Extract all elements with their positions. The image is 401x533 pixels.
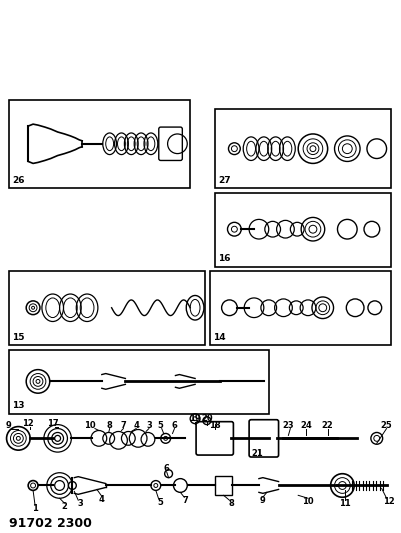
Text: 22: 22 <box>322 421 334 430</box>
Text: 21: 21 <box>251 449 263 458</box>
Text: 11: 11 <box>340 499 351 507</box>
Text: 20: 20 <box>201 414 213 423</box>
Text: 3: 3 <box>146 421 152 430</box>
Text: 19: 19 <box>189 414 201 423</box>
Text: 24: 24 <box>300 421 312 430</box>
Text: 3: 3 <box>77 499 83 507</box>
Bar <box>215 109 391 188</box>
Text: 10: 10 <box>84 421 96 430</box>
Bar <box>215 193 391 266</box>
Text: 7: 7 <box>182 496 188 505</box>
Text: 4: 4 <box>133 421 139 430</box>
Text: 6: 6 <box>164 464 170 473</box>
Text: 23: 23 <box>283 421 294 430</box>
Text: 5: 5 <box>158 498 164 507</box>
Text: 10: 10 <box>302 497 314 506</box>
Text: 7: 7 <box>121 421 126 430</box>
Text: 12: 12 <box>383 497 395 506</box>
Text: 25: 25 <box>381 421 393 430</box>
Text: 26: 26 <box>12 175 24 184</box>
Text: 9: 9 <box>260 496 266 505</box>
Text: 5: 5 <box>158 421 164 430</box>
Text: 16: 16 <box>218 254 231 263</box>
Text: 12: 12 <box>22 419 34 428</box>
Text: 8: 8 <box>229 499 234 507</box>
Text: 91702 2300: 91702 2300 <box>8 517 91 530</box>
Bar <box>215 475 233 495</box>
Text: 6: 6 <box>172 421 177 430</box>
Text: 17: 17 <box>47 419 59 428</box>
Text: 18: 18 <box>209 421 221 430</box>
Bar <box>8 350 269 414</box>
Text: 8: 8 <box>107 421 113 430</box>
Bar <box>8 271 205 345</box>
Text: 1: 1 <box>32 504 38 513</box>
Text: 27: 27 <box>218 175 231 184</box>
Bar <box>8 100 190 188</box>
Text: 13: 13 <box>12 401 24 410</box>
Bar <box>210 271 391 345</box>
Text: 15: 15 <box>12 333 24 342</box>
Text: 9: 9 <box>6 421 11 430</box>
Text: 14: 14 <box>213 333 226 342</box>
Text: 4: 4 <box>99 495 105 504</box>
Text: 2: 2 <box>62 502 67 511</box>
